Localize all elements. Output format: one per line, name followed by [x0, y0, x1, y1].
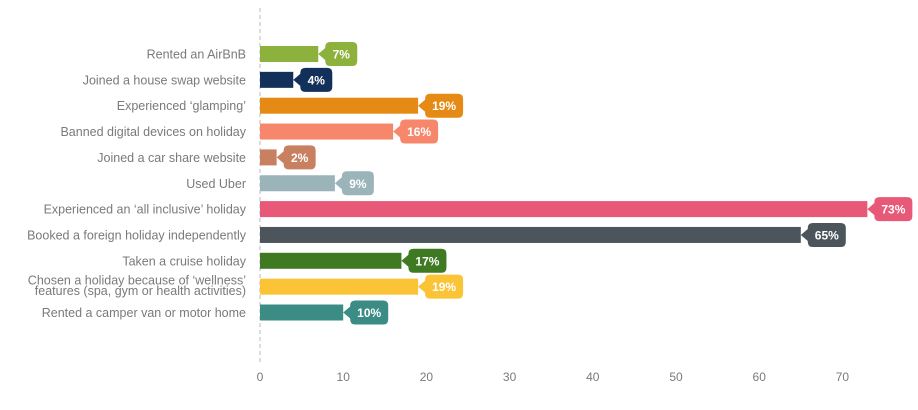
- data-label: 10%: [357, 306, 381, 320]
- bar: [260, 226, 801, 243]
- x-tick-label: 20: [420, 370, 434, 384]
- data-label: 17%: [415, 254, 439, 268]
- data-label-badge: [800, 222, 846, 247]
- data-label-badge: [867, 197, 913, 222]
- data-label: 65%: [815, 228, 839, 242]
- bar: [260, 149, 277, 166]
- x-tick-label: 60: [753, 370, 767, 384]
- data-label-badge: [293, 67, 333, 92]
- bar: [260, 46, 319, 62]
- data-label: 7%: [333, 48, 351, 62]
- data-label-badge: [276, 145, 316, 170]
- data-label: 19%: [432, 280, 456, 294]
- bar: [260, 304, 344, 321]
- x-tick-label: 10: [337, 370, 351, 384]
- category-label: Taken a cruise holiday: [122, 254, 246, 268]
- category-label: Joined a house swap website: [83, 73, 246, 87]
- data-label: 16%: [407, 125, 431, 139]
- category-label: Rented a camper van or motor home: [42, 306, 246, 320]
- data-label: 9%: [349, 177, 367, 191]
- bar: [260, 252, 402, 269]
- data-label: 2%: [291, 151, 309, 165]
- x-tick-label: 40: [586, 370, 600, 384]
- data-label-badge: [393, 119, 439, 144]
- data-label-badge: [418, 274, 464, 299]
- category-label: Experienced an ‘all inclusive’ holiday: [44, 203, 247, 217]
- category-label: Rented an AirBnB: [147, 48, 246, 62]
- data-label-badge: [418, 93, 464, 118]
- x-tick-label: 70: [836, 370, 850, 384]
- x-tick-label: 30: [503, 370, 517, 384]
- bar: [260, 123, 394, 140]
- bar: [260, 71, 294, 88]
- category-label: Joined a car share website: [97, 151, 246, 165]
- bar: [260, 97, 419, 114]
- category-label: Booked a foreign holiday independently: [27, 228, 247, 242]
- data-label: 19%: [432, 99, 456, 113]
- data-label-badge: [318, 42, 358, 66]
- category-label: Used Uber: [186, 177, 246, 191]
- x-tick-label: 0: [257, 370, 264, 384]
- bar: [260, 201, 868, 218]
- category-label: Banned digital devices on holiday: [60, 125, 246, 139]
- category-label: Chosen a holiday because of ‘wellness’ fe…: [28, 274, 246, 299]
- data-label: 4%: [308, 73, 326, 87]
- bar: [260, 278, 419, 295]
- data-label-badge: [401, 248, 447, 273]
- category-label: Experienced ‘glamping’: [117, 99, 246, 113]
- x-tick-label: 50: [669, 370, 683, 384]
- data-label-badge: [343, 300, 389, 325]
- data-label-badge: [334, 171, 374, 196]
- bar: [260, 175, 335, 192]
- data-label: 73%: [881, 203, 905, 217]
